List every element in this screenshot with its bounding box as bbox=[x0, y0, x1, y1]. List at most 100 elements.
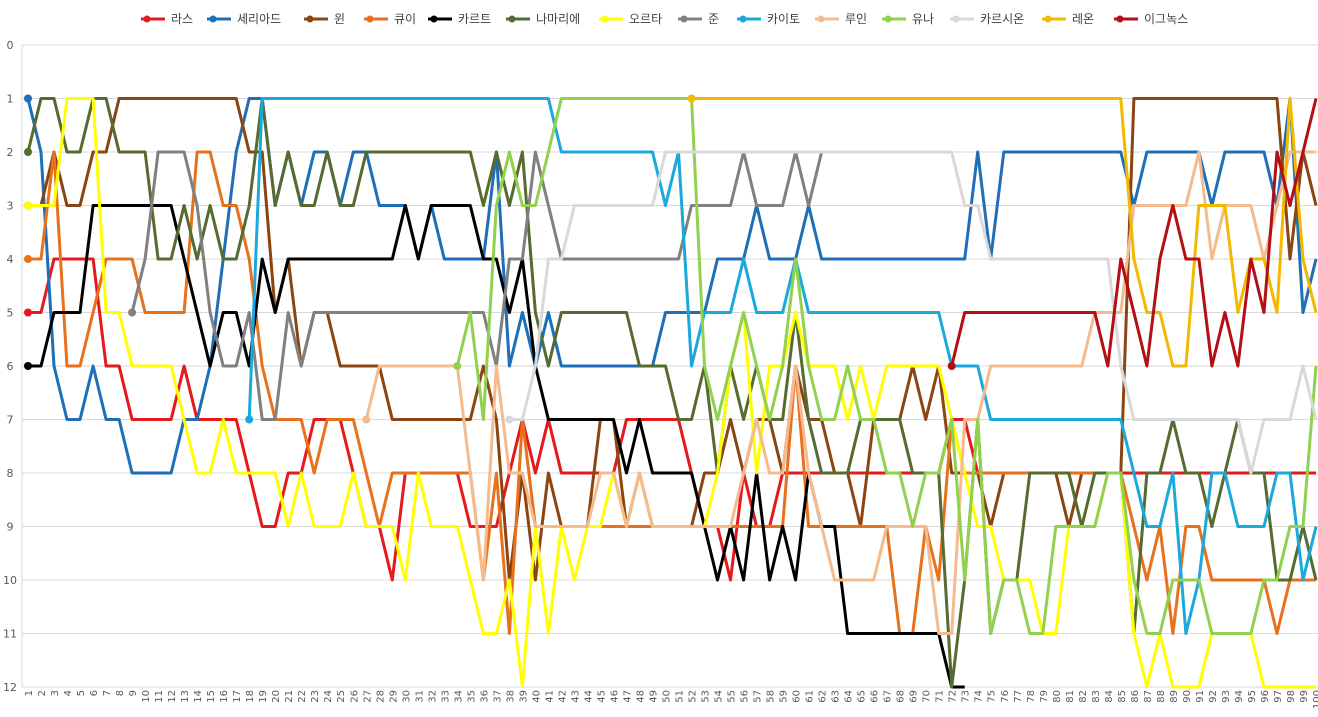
y-tick-label: 1 bbox=[7, 93, 14, 106]
x-tick-label: 80 bbox=[1052, 690, 1063, 703]
legend-swatch-marker bbox=[508, 15, 516, 23]
legend-swatch-marker bbox=[430, 15, 438, 23]
y-tick-label: 12 bbox=[3, 681, 17, 694]
x-tick-label: 96 bbox=[1260, 690, 1271, 703]
x-tick-label: 98 bbox=[1286, 690, 1297, 703]
series-13 bbox=[687, 94, 1318, 368]
series-start-marker bbox=[505, 415, 514, 424]
x-tick-label: 65 bbox=[857, 690, 868, 703]
legend-swatch-marker bbox=[739, 15, 747, 23]
y-tick-label: 7 bbox=[7, 414, 14, 427]
x-tick-label: 3 bbox=[50, 690, 61, 696]
legend-label: 카이토 bbox=[767, 12, 800, 26]
legend-swatch-marker bbox=[1116, 15, 1124, 23]
legend-swatch-marker bbox=[306, 15, 314, 23]
x-tick-label: 51 bbox=[675, 690, 686, 703]
x-tick-label: 20 bbox=[271, 690, 282, 703]
x-tick-label: 99 bbox=[1299, 690, 1310, 703]
x-tick-label: 83 bbox=[1091, 690, 1102, 703]
legend-swatch-marker bbox=[143, 15, 151, 23]
legend-item: 오르타 bbox=[599, 12, 662, 26]
legend-swatch-marker bbox=[209, 15, 217, 23]
x-tick-label: 11 bbox=[154, 690, 165, 703]
x-tick-label: 6 bbox=[89, 690, 100, 696]
legend-swatch-marker bbox=[601, 15, 609, 23]
series-line bbox=[950, 98, 1318, 368]
x-tick-label: 34 bbox=[453, 690, 464, 703]
x-tick-label: 50 bbox=[661, 690, 672, 703]
legend-swatch-marker bbox=[952, 15, 960, 23]
x-tick-label: 44 bbox=[583, 690, 594, 703]
x-tick-label: 94 bbox=[1234, 690, 1245, 703]
x-tick-label: 55 bbox=[727, 690, 738, 703]
x-tick-label: 91 bbox=[1195, 690, 1206, 703]
x-tick-label: 58 bbox=[766, 690, 777, 703]
series-line bbox=[26, 97, 1318, 689]
legend-item: 준 bbox=[678, 12, 719, 26]
series-6 bbox=[24, 97, 1318, 689]
x-tick-label: 69 bbox=[909, 690, 920, 703]
x-tick-label: 8 bbox=[115, 690, 126, 696]
legend-item: 레온 bbox=[1042, 12, 1094, 26]
legend-label: 라스 bbox=[171, 12, 193, 26]
x-tick-label: 35 bbox=[466, 690, 477, 703]
x-tick-label: 57 bbox=[753, 690, 764, 703]
legend-label: 카르트 bbox=[458, 12, 491, 26]
x-tick-label: 54 bbox=[714, 690, 725, 703]
legend-swatch-marker bbox=[1044, 15, 1052, 23]
x-tick-label: 93 bbox=[1221, 690, 1232, 703]
x-tick-label: 77 bbox=[1013, 690, 1024, 703]
x-tick-label: 5 bbox=[76, 690, 87, 696]
x-tick-label: 38 bbox=[505, 690, 516, 703]
legend-item: 유나 bbox=[882, 12, 934, 26]
x-tick-label: 41 bbox=[544, 690, 555, 703]
legend-label: 유나 bbox=[912, 12, 934, 26]
y-tick-label: 8 bbox=[7, 467, 14, 480]
x-tick-label: 2 bbox=[37, 690, 48, 696]
legend-label: 세리아드 bbox=[237, 12, 281, 26]
x-tick-label: 59 bbox=[779, 690, 790, 703]
x-tick-label: 18 bbox=[245, 690, 256, 703]
legend-label: 나마리에 bbox=[536, 12, 580, 26]
x-tick-label: 71 bbox=[935, 690, 946, 703]
x-tick-label: 72 bbox=[948, 690, 959, 703]
series-line bbox=[130, 150, 824, 421]
x-tick-label: 53 bbox=[701, 690, 712, 703]
series-9 bbox=[245, 97, 1318, 635]
series-start-marker bbox=[453, 362, 462, 370]
series-14 bbox=[947, 98, 1318, 370]
x-tick-label: 64 bbox=[844, 690, 855, 703]
x-tick-label: 10 bbox=[141, 690, 152, 703]
x-tick-label: 39 bbox=[518, 690, 529, 703]
x-tick-label: 23 bbox=[310, 690, 321, 703]
x-tick-label: 22 bbox=[297, 690, 308, 703]
x-tick-label: 85 bbox=[1117, 690, 1128, 703]
x-tick-label: 40 bbox=[531, 690, 542, 703]
x-tick-label: 47 bbox=[622, 690, 633, 703]
legend-label: 윈 bbox=[334, 12, 345, 26]
y-tick-label: 9 bbox=[7, 521, 14, 534]
x-tick-label: 45 bbox=[596, 690, 607, 703]
series-11 bbox=[453, 97, 1318, 635]
x-tick-label: 90 bbox=[1182, 690, 1193, 703]
legend-item: 카르시온 bbox=[950, 12, 1024, 26]
x-tick-label: 76 bbox=[1000, 690, 1011, 703]
series-start-marker bbox=[245, 415, 254, 424]
x-tick-label: 97 bbox=[1273, 690, 1284, 703]
x-tick-label: 61 bbox=[805, 690, 816, 703]
x-tick-label: 27 bbox=[362, 690, 373, 703]
series-line bbox=[247, 97, 1318, 635]
legend-label: 카르시온 bbox=[980, 12, 1024, 26]
series-start-marker bbox=[24, 94, 32, 103]
series-line bbox=[28, 204, 965, 689]
series-start-marker bbox=[24, 308, 32, 317]
x-tick-label: 49 bbox=[648, 690, 659, 703]
legend-label: 루인 bbox=[845, 12, 867, 26]
x-tick-label: 7 bbox=[102, 690, 113, 696]
x-tick-label: 79 bbox=[1039, 690, 1050, 703]
legend-label: 이그녹스 bbox=[1144, 12, 1188, 26]
series-start-marker bbox=[362, 415, 371, 424]
series-line bbox=[455, 97, 1318, 635]
